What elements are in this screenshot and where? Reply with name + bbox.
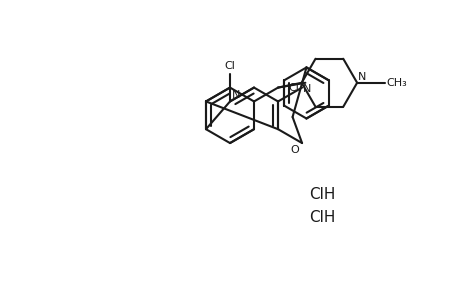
Text: CH₃: CH₃ [386,78,407,88]
Text: N: N [302,84,310,94]
Text: N: N [231,90,240,100]
Text: ClH: ClH [308,210,335,225]
Text: Cl: Cl [224,61,235,71]
Text: O: O [290,145,298,155]
Text: ClH: ClH [308,187,335,202]
Text: Cl: Cl [288,82,298,93]
Text: N: N [358,72,366,82]
